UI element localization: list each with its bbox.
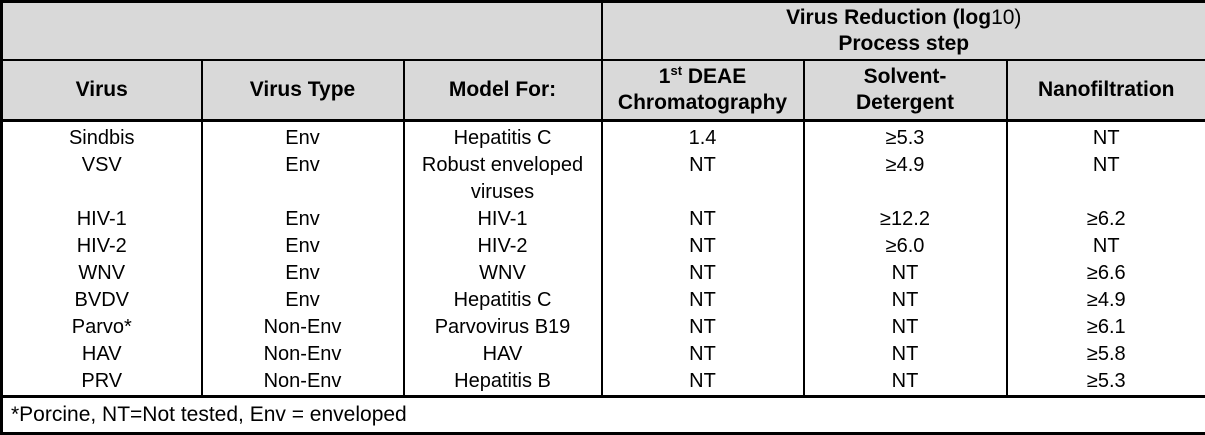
cell-virus: Sindbis (2, 121, 202, 153)
cell-solvent-detergent: ≥12.2 (804, 206, 1007, 233)
solvent-label-line1: Solvent- (864, 65, 947, 88)
cell-virus-type: Env (202, 152, 404, 206)
cell-deae-chromatography: NT (602, 368, 804, 397)
cell-virus-type: Env (202, 233, 404, 260)
cell-deae-chromatography: NT (602, 287, 804, 314)
group-title-log-base: 10) (991, 6, 1021, 29)
group-header-row: Virus Reduction (log10) Process step (2, 2, 1205, 61)
cell-model-for: WNV (404, 260, 602, 287)
cell-solvent-detergent: NT (804, 314, 1007, 341)
cell-model-for: HAV (404, 341, 602, 368)
cell-nanofiltration: NT (1007, 233, 1205, 260)
cell-nanofiltration: ≥6.2 (1007, 206, 1205, 233)
cell-virus-type: Env (202, 287, 404, 314)
cell-deae-chromatography: NT (602, 260, 804, 287)
cell-deae-chromatography: NT (602, 152, 804, 206)
cell-nanofiltration: ≥5.8 (1007, 341, 1205, 368)
cell-virus: VSV (2, 152, 202, 206)
cell-deae-chromatography: NT (602, 314, 804, 341)
cell-virus: HIV-2 (2, 233, 202, 260)
cell-nanofiltration: ≥6.6 (1007, 260, 1205, 287)
cell-solvent-detergent: ≥4.9 (804, 152, 1007, 206)
cell-nanofiltration: ≥6.1 (1007, 314, 1205, 341)
cell-virus-type: Env (202, 206, 404, 233)
column-header-virus: Virus (2, 60, 202, 121)
cell-deae-chromatography: NT (602, 341, 804, 368)
cell-model-for: Hepatitis C (404, 287, 602, 314)
corner-empty-cell (2, 2, 602, 61)
cell-virus: Parvo* (2, 314, 202, 341)
cell-solvent-detergent: NT (804, 341, 1007, 368)
cell-model-for: Hepatitis C (404, 121, 602, 153)
group-subtitle: Process step (838, 32, 969, 55)
footnote-text: *Porcine, NT=Not tested, Env = enveloped (2, 397, 1205, 434)
column-header-deae-chromatography: 1st DEAE Chromatography (602, 60, 804, 121)
cell-model-for: HIV-1 (404, 206, 602, 233)
cell-virus-type: Env (202, 121, 404, 153)
deae-label-line2: Chromatography (618, 91, 787, 114)
column-header-virus-type: Virus Type (202, 60, 404, 121)
table-header: Virus Reduction (log10) Process step Vir… (2, 2, 1205, 121)
cell-model-for: Hepatitis B (404, 368, 602, 397)
cell-virus-type: Non-Env (202, 314, 404, 341)
virus-reduction-group-header: Virus Reduction (log10) Process step (602, 2, 1205, 61)
cell-solvent-detergent: ≥6.0 (804, 233, 1007, 260)
cell-model-for: HIV-2 (404, 233, 602, 260)
footnote-row: *Porcine, NT=Not tested, Env = enveloped (2, 397, 1205, 434)
cell-solvent-detergent: ≥5.3 (804, 121, 1007, 153)
solvent-label-line2: Detergent (856, 91, 954, 114)
cell-virus: HAV (2, 341, 202, 368)
cell-virus-type: Env (202, 260, 404, 287)
cell-virus-type: Non-Env (202, 341, 404, 368)
deae-number: 1 (659, 65, 671, 88)
column-header-solvent-detergent: Solvent- Detergent (804, 60, 1007, 121)
cell-virus-type: Non-Env (202, 368, 404, 397)
cell-model-for: Robust enveloped viruses (404, 152, 602, 206)
cell-nanofiltration: ≥4.9 (1007, 287, 1205, 314)
cell-virus: PRV (2, 368, 202, 397)
cell-nanofiltration: NT (1007, 152, 1205, 206)
cell-solvent-detergent: NT (804, 368, 1007, 397)
cell-solvent-detergent: NT (804, 287, 1007, 314)
group-title-bold: Virus Reduction (log (786, 6, 991, 29)
cell-nanofiltration: NT (1007, 121, 1205, 153)
column-header-nanofiltration: Nanofiltration (1007, 60, 1205, 121)
deae-label-rest: DEAE (682, 65, 746, 88)
cell-virus: BVDV (2, 287, 202, 314)
cell-virus: HIV-1 (2, 206, 202, 233)
cell-deae-chromatography: NT (602, 233, 804, 260)
cell-deae-chromatography: 1.4 (602, 121, 804, 153)
cell-virus: WNV (2, 260, 202, 287)
column-header-row: Virus Virus Type Model For: 1st DEAE Chro… (2, 60, 1205, 121)
cell-model-for: Parvovirus B19 (404, 314, 602, 341)
column-header-model-for: Model For: (404, 60, 602, 121)
cell-nanofiltration: ≥5.3 (1007, 368, 1205, 397)
table-footer: *Porcine, NT=Not tested, Env = enveloped (2, 397, 1205, 434)
deae-ordinal-superscript: st (670, 63, 682, 78)
virus-reduction-table-container: Virus Reduction (log10) Process step Vir… (0, 0, 1205, 423)
cell-deae-chromatography: NT (602, 206, 804, 233)
cell-solvent-detergent: NT (804, 260, 1007, 287)
